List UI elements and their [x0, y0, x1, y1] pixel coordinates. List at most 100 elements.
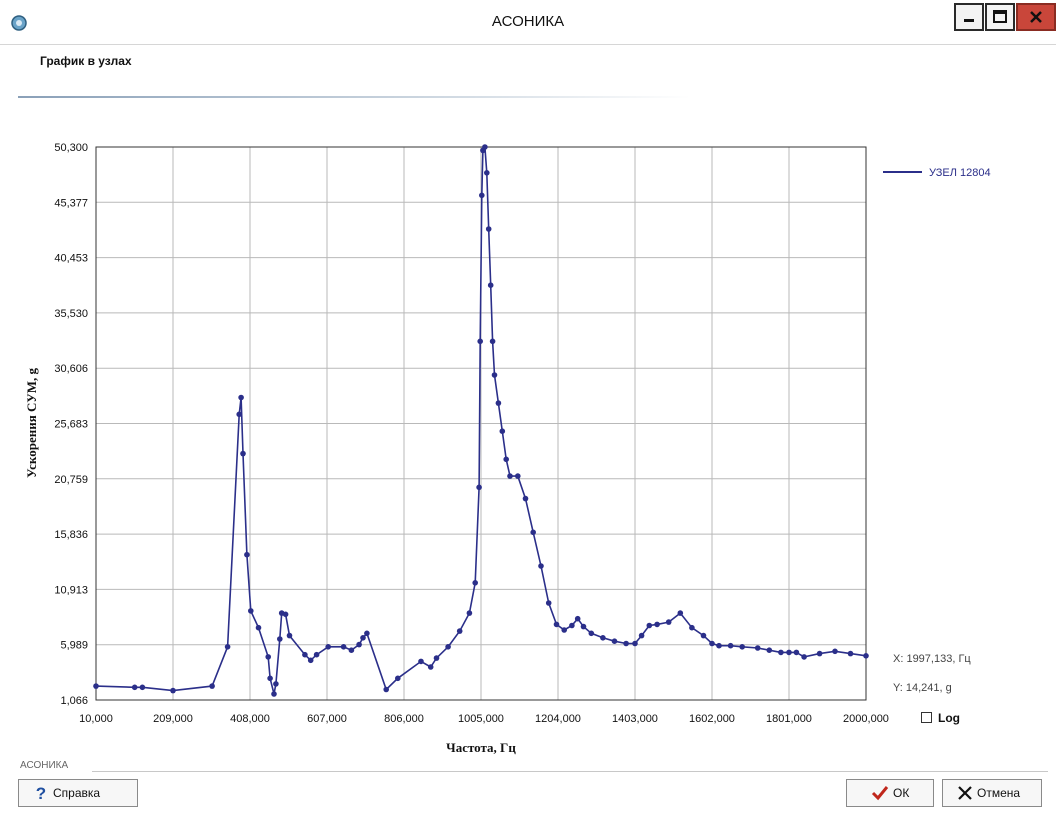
data-point [553, 621, 560, 628]
data-point [383, 686, 390, 693]
y-tick-label: 25,683 [54, 419, 88, 431]
data-point [623, 640, 629, 647]
footer-divider [92, 771, 1048, 772]
data-point [754, 645, 761, 651]
cursor-x-readout: X: 1997,133, Гц [893, 653, 971, 665]
data-point [766, 647, 773, 653]
data-point [569, 622, 575, 629]
svg-text:?: ? [36, 784, 46, 802]
close-button[interactable] [1016, 3, 1056, 31]
data-point [170, 687, 176, 694]
data-point [611, 638, 618, 644]
series-group [93, 144, 869, 697]
data-point [530, 529, 536, 536]
data-point [433, 655, 440, 661]
ok-button[interactable]: ОК [846, 779, 934, 807]
data-point [646, 622, 653, 629]
data-point [561, 627, 567, 633]
data-point [485, 226, 492, 232]
data-point [786, 649, 792, 656]
y-tick-label: 5,989 [60, 640, 88, 652]
help-button[interactable]: ? Справка [18, 779, 138, 807]
data-point [716, 642, 722, 649]
data-point [709, 640, 715, 647]
data-point [282, 611, 289, 618]
data-point [727, 642, 734, 649]
data-point [325, 644, 332, 650]
x-tick-label: 1204,000 [535, 713, 581, 725]
data-point [248, 608, 254, 614]
y-tick-label: 40,453 [54, 253, 88, 265]
data-point [93, 683, 99, 689]
data-point [313, 651, 320, 658]
maximize-button[interactable] [985, 3, 1015, 31]
title-bar[interactable]: АСОНИКА [0, 0, 1056, 45]
data-point [491, 372, 498, 378]
data-point [418, 658, 424, 665]
log-checkbox[interactable] [921, 712, 932, 723]
data-point [139, 684, 146, 691]
data-point [236, 411, 242, 418]
x-tick-label: 209,000 [153, 713, 193, 725]
y-tick-label: 45,377 [54, 197, 88, 209]
data-point [267, 675, 273, 682]
data-point [863, 653, 869, 659]
data-point [522, 495, 529, 502]
asonika-app-icon [11, 15, 27, 31]
y-axis-label: Ускорения СУМ, g [24, 367, 39, 478]
data-point [487, 282, 494, 289]
data-point [801, 654, 807, 660]
log-label: Log [938, 711, 960, 725]
ok-button-label: ОК [893, 786, 910, 800]
data-point [302, 651, 308, 658]
cancel-button-label: Отмена [977, 786, 1021, 800]
data-point [255, 624, 262, 631]
y-tick-label: 15,836 [54, 529, 88, 541]
data-point [131, 684, 138, 691]
data-point [632, 640, 638, 647]
data-point [271, 691, 277, 697]
data-point [689, 624, 695, 631]
y-tick-label: 20,759 [54, 474, 88, 486]
y-tick-label: 35,530 [54, 308, 88, 320]
data-point [395, 675, 401, 682]
chart: 1,066 5,989 10,913 15,836 20,759 25,683 30,606… [24, 142, 991, 755]
footer-group-label: АСОНИКА [20, 760, 69, 771]
data-point [265, 654, 272, 660]
data-point [832, 648, 838, 655]
data-point [476, 484, 482, 491]
data-point [588, 630, 595, 637]
data-point [499, 428, 506, 435]
data-point [793, 649, 800, 656]
x-axis-label: Частота, Гц [446, 740, 516, 755]
x-tick-label: 607,000 [307, 713, 347, 725]
data-point [654, 621, 660, 628]
x-tick-label: 408,000 [230, 713, 270, 725]
data-point [515, 473, 521, 479]
data-point [600, 635, 606, 641]
window-title: АСОНИКА [491, 13, 565, 30]
data-point [477, 338, 484, 345]
data-point [816, 650, 823, 657]
data-point [545, 600, 552, 606]
y-tick-label: 10,913 [54, 584, 88, 596]
x-tick-label: 806,000 [384, 713, 424, 725]
checkmark-icon [871, 786, 889, 801]
data-point [286, 632, 293, 639]
x-tick-label: 1005,000 [458, 713, 504, 725]
data-point [445, 644, 451, 650]
close-icon [1030, 11, 1042, 23]
data-point [307, 657, 314, 664]
data-point [364, 630, 370, 637]
maximize-icon [993, 10, 1007, 23]
header-divider [18, 96, 690, 98]
y-tick-labels: 1,066 5,989 10,913 15,836 20,759 25,683 30,606… [54, 142, 88, 707]
data-point [360, 635, 366, 641]
data-point [482, 144, 488, 150]
help-question-icon: ? [36, 784, 46, 802]
cancel-button[interactable]: Отмена [942, 779, 1042, 807]
x-tick-label: 1403,000 [612, 713, 658, 725]
data-point [484, 170, 490, 176]
minimize-button[interactable] [954, 3, 984, 31]
data-point [665, 619, 672, 625]
